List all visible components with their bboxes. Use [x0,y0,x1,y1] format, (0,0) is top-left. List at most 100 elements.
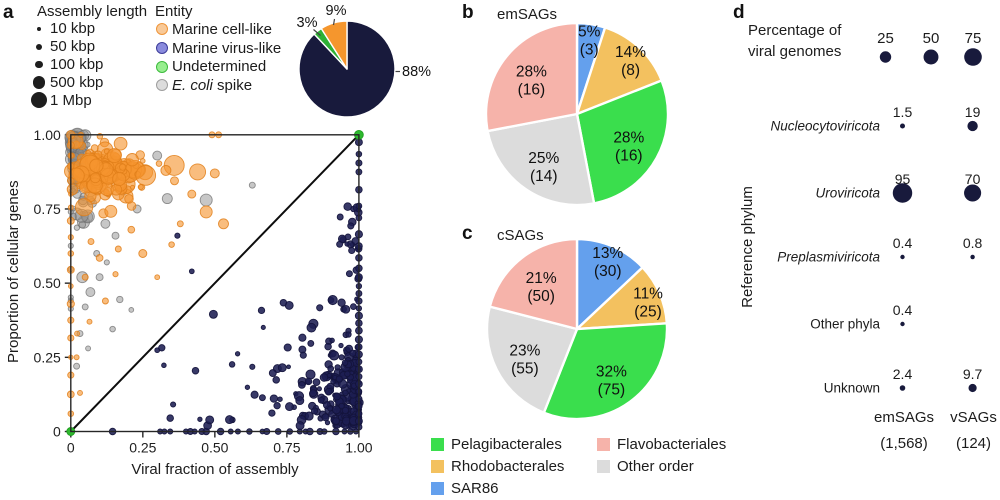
scatter-point [348,246,356,255]
size-legend-value: 50 [923,30,940,47]
x-tick-label: 0 [67,440,75,456]
pie-slice-pct-label: 11% [633,285,663,302]
dotplot-value-label: 2.4 [893,366,913,382]
scatter-point [279,298,288,307]
taxa-color-swatch [597,437,610,451]
pie-b-slice-other-order [486,112,596,207]
scatter-point [77,389,83,396]
viral-genome-dotplot: 25 50 75 Nucleocytoviricota 1.5 19 Uroviricota… [770,30,997,452]
scatter-point [249,363,256,370]
entity-label: E. coli spike [172,76,253,94]
taxa-legend-column-1: Pelagibacterales Rhodobacterales SAR86 [431,433,564,500]
scatter-point [337,298,346,307]
scatter-point [86,318,93,325]
scatter-point [111,231,120,240]
assembly-size-dot [28,75,50,89]
overview-pie-label: 3% [297,15,318,31]
scatter-point [218,218,229,230]
dotplot-dot [967,120,978,132]
dotplot-row-label: Unknown [824,381,880,396]
scatter-point [317,396,325,404]
scatter-point [336,240,344,248]
assembly-size-label: 10 kbp [50,20,96,38]
scatter-point [345,331,352,338]
scatter-point [174,232,181,239]
panel-d-label: d [733,2,745,23]
scatter-point [349,349,357,357]
taxa-label: Rhodobacterales [451,458,565,476]
scatter-point [347,222,355,230]
scatter-point [135,165,157,186]
scatter-point [140,158,146,164]
scatter-point [113,136,128,151]
scatter-point [344,370,351,378]
scatter-point [112,171,127,187]
identity-line [70,134,360,433]
scatter-point [342,389,349,397]
scatter-point [85,345,92,352]
scatter-point [73,354,80,361]
entity-legend-title: Entity [155,3,193,20]
dotplot-row-label: Preplasmiviricota [777,250,880,265]
dotplot-size-legend-title-line1: Percentage of [748,22,842,39]
scatter-point [304,377,313,386]
x-tick-label: 0.75 [273,440,300,456]
pie-slice-pct-label: 21% [526,270,557,287]
y-tick-label: 0.25 [34,349,61,365]
pie-slice-count-label: (16) [615,147,643,164]
scatter-point [155,160,163,167]
scatter-point [310,407,319,415]
scatter-point [344,241,350,247]
scatter-point [166,414,174,422]
pie-slice-pct-label: 13% [592,245,623,262]
scatter-point [95,273,104,282]
entity-color-swatch [152,23,172,36]
overview-pie-leader-line [332,18,336,26]
scatter-point [125,153,139,167]
scatter-point [101,297,109,305]
pie-slice-count-label: (50) [527,288,555,305]
pie-slice-pct-label: 14% [615,44,646,61]
entity-color-swatch [152,60,172,73]
scatter-point [138,249,148,258]
pie-slice-pct-label: 32% [596,363,627,380]
taxa-legend-item: Flavobacteriales [597,433,726,455]
pie-slice-count-label: (3) [580,42,599,59]
dotplot-dot [964,184,982,202]
taxa-legend-item: Pelagibacterales [431,433,564,455]
scatter-point [309,389,318,398]
scatter-point [306,322,317,333]
scatter-point [244,384,251,390]
scatter-point [307,339,315,347]
assembly-length-legend: 10 kbp 50 kbp 100 kbp 500 kbp 1 Mbp [28,20,103,109]
scatter-point [85,287,96,298]
size-legend-dot [923,49,939,65]
dotplot-column-label: vSAGs [950,409,997,426]
taxa-color-swatch [597,460,610,474]
taxa-label: Flavobacteriales [617,435,727,453]
panel-c-label: c [462,223,473,244]
size-legend-value: 75 [965,30,982,47]
dotplot-row-label: Nucleocytoviricota [770,119,880,134]
scatter-point [128,307,135,313]
scatter-point [305,369,316,380]
y-tick-label: 0.75 [34,201,61,217]
dotplot-value-label: 0.8 [963,235,983,251]
scatter-point [160,164,172,176]
taxa-label: Pelagibacterales [451,435,562,453]
scatter-point [81,303,89,311]
pie-slice-count-label: (55) [511,361,539,378]
size-legend-dot [964,48,982,66]
entity-legend-item: E. coli spike [152,76,281,95]
scatter-point [277,363,287,373]
scatter-point [199,205,213,219]
scatter-point [248,181,256,189]
scatter-point [333,392,341,401]
scatter-point [324,387,333,396]
taxa-color-swatch [431,437,444,451]
scatter-point [272,376,280,384]
assembly-size-dot [28,92,50,109]
scatter-point [338,342,344,349]
taxa-label: SAR86 [451,480,499,498]
